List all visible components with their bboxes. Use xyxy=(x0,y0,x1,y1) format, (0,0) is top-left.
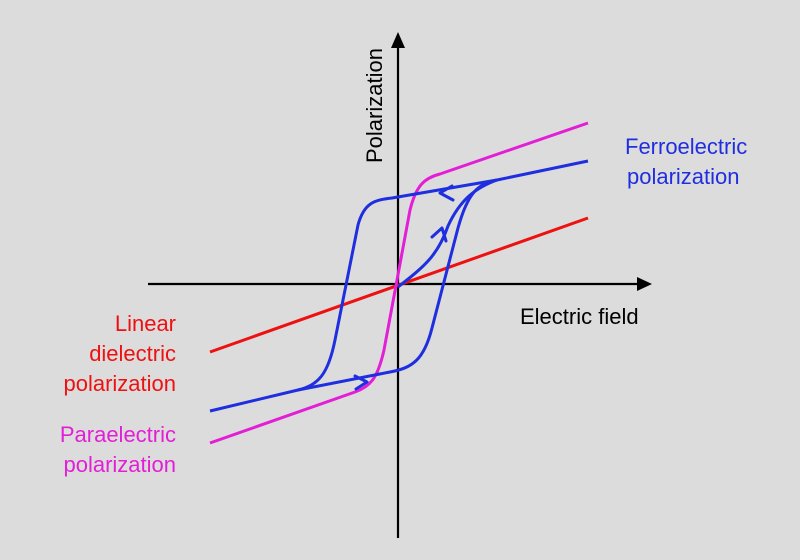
ferroelectric-upper-branch xyxy=(209,159,589,413)
paraelectric-curve xyxy=(209,121,589,445)
ferroelectric-initial-curve xyxy=(397,178,498,289)
ferroelectric-label-line1: Ferroelectric xyxy=(625,134,747,159)
linear-label-line3: polarization xyxy=(63,371,176,396)
linear-label-line1: Linear xyxy=(115,311,176,336)
x-axis-label: Electric field xyxy=(520,304,639,329)
arrow-up-icon xyxy=(430,226,448,243)
arrow-right-icon xyxy=(353,374,369,391)
ferroelectric-label-line2: polarization xyxy=(627,164,740,189)
arrow-left-icon xyxy=(438,184,455,202)
x-axis-arrow-icon xyxy=(637,277,652,291)
y-axis-arrow-icon xyxy=(391,32,405,48)
y-axis-label: Polarization xyxy=(362,48,387,163)
paraelectric-label-line2: polarization xyxy=(63,452,176,477)
paraelectric-label-line1: Paraelectric xyxy=(60,422,176,447)
linear-label-line2: dielectric xyxy=(89,341,176,366)
